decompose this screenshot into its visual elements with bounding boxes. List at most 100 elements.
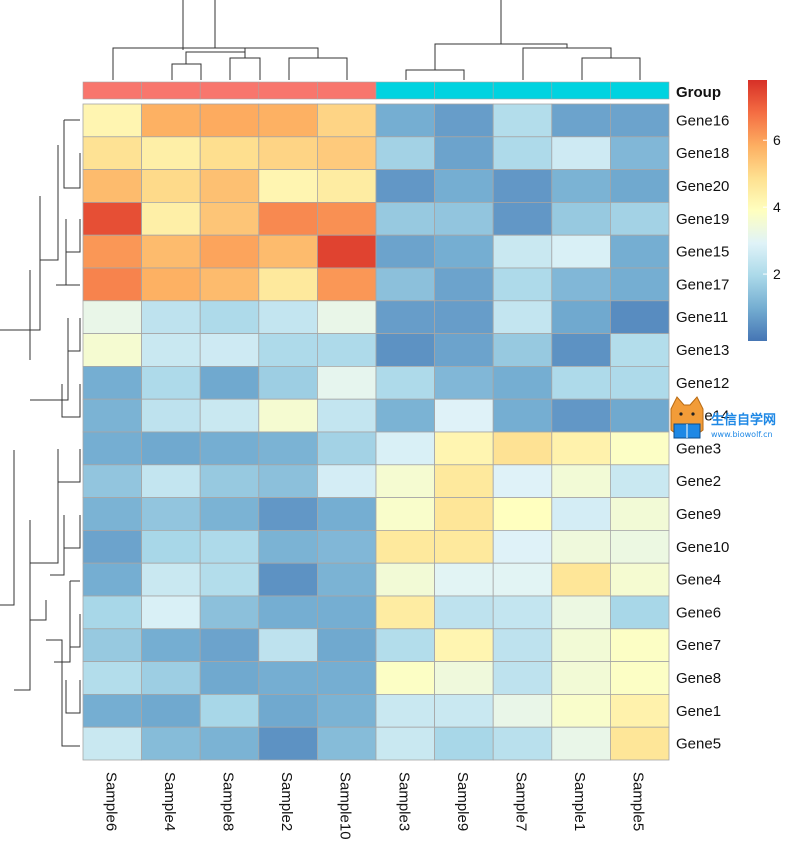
heatmap-cell [141,234,201,269]
heatmap-cell [316,234,377,269]
gene-label: Gene13 [676,342,729,359]
dendrogram-branch [288,57,348,80]
heatmap-cell [82,300,142,334]
heatmap-cell [551,464,611,498]
heatmap-cell [375,530,435,564]
heatmap-cell [492,365,553,400]
dendrogram-branch [46,639,63,720]
heatmap-cell [258,201,318,236]
heatmap-cell [316,431,377,466]
heatmap-cell [375,201,435,236]
heatmap-cell [316,300,377,334]
heatmap-cell [82,365,142,400]
gene-label: Gene20 [676,178,729,195]
heatmap-cell [82,103,142,138]
heatmap-cell [551,169,611,203]
heatmap-cell [199,300,260,334]
wolf-book-icon [670,396,704,439]
heatmap-cell [316,398,377,433]
heatmap-cell [610,333,670,367]
heatmap-cell [434,365,494,400]
heatmap-cell [610,595,670,630]
heatmap-cell [141,333,201,367]
heatmap-cell [141,497,201,531]
heatmap-cell [141,694,201,728]
heatmap-cell [551,530,611,564]
group-annotation-bar [82,81,670,100]
heatmap-cell [551,497,611,531]
dendrogram-branch [30,465,59,564]
heatmap-cell [199,628,260,662]
dendrogram-branch [67,318,81,352]
gene-label: Gene8 [676,670,721,687]
gene-label: Gene10 [676,539,729,556]
gene-label: Gene12 [676,375,729,392]
gene-label: Gene1 [676,703,721,720]
heatmap-cell [316,201,377,236]
heatmap-cell [199,398,260,433]
heatmap-cell [492,136,553,171]
heatmap-cell [199,562,260,597]
heatmap-cell [375,661,435,695]
heatmap-cell [375,431,435,466]
heatmap-cell [82,562,142,597]
group-cell [82,81,142,100]
heatmap-cell [551,398,611,433]
heatmap-cell [375,497,435,531]
dendrogram-branch [405,69,465,80]
dendrogram-branch [61,696,80,747]
heatmap-cell [434,201,494,236]
row-dendrogram [0,119,81,747]
heatmap-cell [199,595,260,630]
heatmap-cell [258,103,318,138]
colorbar-tick-label: 6 [773,132,781,148]
group-cell [258,81,318,100]
heatmap-cell [316,267,377,302]
heatmap-cell [141,103,201,138]
heatmap-cell [258,333,318,367]
heatmap-cell [316,694,377,728]
colorbar-tick-label: 2 [773,266,781,282]
heatmap-cell [199,169,260,203]
heatmap-cell [82,464,142,498]
group-annotation-label: Group [676,84,721,101]
sample-label: Sample4 [161,772,178,831]
dendrogram-branch [30,600,47,621]
heatmap-cell [199,661,260,695]
heatmap-cell [258,530,318,564]
column-dendrogram [112,0,641,80]
dendrogram-branch [0,450,15,606]
gene-label: Gene4 [676,572,721,589]
heatmap-cell [492,234,553,269]
heatmap-cell [316,333,377,367]
heatmap-cell [610,398,670,433]
heatmap-cell [82,726,142,761]
colorbar-legend: 2 4 6 [748,80,781,341]
heatmap-cell [610,234,670,269]
dendrogram-branch [54,612,71,663]
gene-label: Gene3 [676,440,721,457]
heatmap-cell [610,431,670,466]
heatmap-cell [492,694,553,728]
heatmap-cell [141,530,201,564]
colorbar-tick-label: 4 [773,199,781,215]
group-cell [434,81,494,100]
heatmap-cell [610,661,670,695]
heatmap-cell [434,267,494,302]
dendrogram-branch [0,196,41,331]
dendrogram-branch [63,153,81,189]
dendrogram-branch [65,219,81,253]
heatmap-cell [375,300,435,334]
heatmap-cell [199,234,260,269]
heatmap-cell [82,267,142,302]
heatmap-cell [610,300,670,334]
heatmap-cell [258,300,318,334]
heatmap-cell [141,628,201,662]
heatmap-cell [141,726,201,761]
heatmap-cell [258,497,318,531]
heatmap-cell [492,398,553,433]
heatmap-cell [551,136,611,171]
dendrogram-branch [40,145,59,261]
heatmap-cell [551,234,611,269]
